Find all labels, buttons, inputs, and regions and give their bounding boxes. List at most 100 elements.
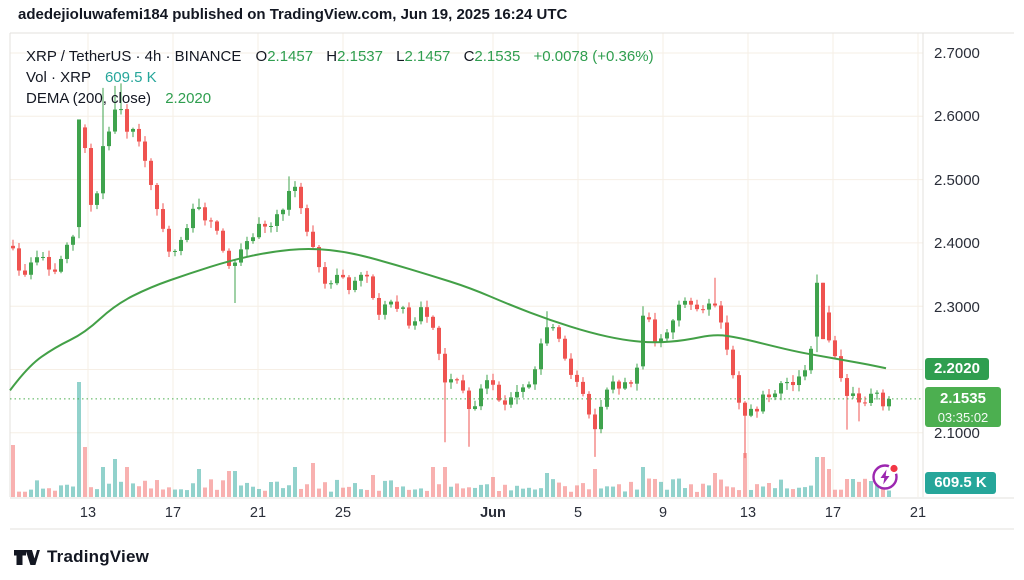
volume-bar: [197, 469, 201, 497]
volume-bar: [53, 490, 57, 497]
candle-body: [599, 406, 603, 430]
volume-bar: [269, 481, 273, 497]
volume-bar: [191, 483, 195, 497]
change-value: +0.0078 (+0.36%): [533, 48, 654, 65]
volume-bar: [101, 467, 105, 497]
volume-bar: [671, 479, 675, 497]
candle-body: [227, 250, 231, 266]
volume-bar: [545, 473, 549, 497]
volume-bar: [515, 485, 519, 497]
candle-body: [659, 338, 663, 342]
candle-body: [851, 393, 855, 396]
candle-body: [155, 184, 159, 210]
volume-bar: [257, 488, 261, 497]
volume-bar: [863, 478, 867, 497]
volume-bar: [47, 488, 51, 497]
volume-bar: [539, 488, 543, 497]
high-value: 2.1537: [337, 48, 383, 65]
volume-bar: [353, 483, 357, 497]
volume-bar: [65, 484, 69, 497]
candle-body: [329, 283, 333, 285]
volume-bar: [359, 489, 363, 497]
candle-body: [443, 353, 447, 383]
candle-body: [683, 300, 687, 305]
volume-bar: [35, 480, 39, 497]
time-axis-label: Jun: [480, 505, 506, 521]
candle-body: [437, 327, 441, 354]
volume-bar: [629, 481, 633, 497]
candle-body: [605, 389, 609, 407]
candle-body: [59, 258, 63, 272]
volume-bar: [245, 482, 249, 497]
volume-bar: [461, 488, 465, 497]
volume-bar: [623, 491, 627, 497]
candle-body: [413, 321, 417, 326]
volume-bar: [311, 463, 315, 497]
candle-body: [341, 274, 345, 278]
volume-bar: [23, 491, 27, 497]
dema-line: [9, 247, 887, 391]
candle-body: [695, 304, 699, 310]
candle-body: [485, 380, 489, 389]
tradingview-logo[interactable]: TradingView: [13, 543, 149, 571]
volume-bar: [641, 467, 645, 497]
volume-bar: [821, 457, 825, 497]
candle-body: [407, 307, 411, 326]
candle-body: [575, 374, 579, 382]
candle-body: [395, 301, 399, 309]
volume-bar: [635, 489, 639, 497]
volume-bar: [173, 489, 177, 497]
candle-body: [569, 358, 573, 375]
volume-bar: [287, 485, 291, 497]
volume-bar: [383, 480, 387, 497]
volume-bar: [161, 489, 165, 497]
candle-body: [767, 394, 771, 398]
candle-body: [869, 393, 873, 403]
volume-bar: [731, 487, 735, 497]
candle-body: [665, 332, 669, 339]
volume-bar: [557, 482, 561, 497]
candle-body: [353, 280, 357, 291]
candle-body: [71, 236, 75, 245]
price-axis-label: 2.6000: [934, 108, 980, 125]
volume-bar: [533, 489, 537, 497]
price-chart-canvas[interactable]: [0, 0, 1024, 540]
volume-bar: [17, 491, 21, 497]
lightning-icon[interactable]: [866, 458, 906, 498]
volume-bar: [449, 486, 453, 497]
candle-body: [653, 319, 657, 342]
candle-body: [239, 249, 243, 263]
candle-body: [365, 274, 369, 277]
time-axis-label: 13: [79, 505, 97, 521]
volume-bar: [791, 489, 795, 497]
candle-body: [791, 381, 795, 386]
candle-body: [233, 262, 237, 266]
candle-body: [479, 388, 483, 407]
volume-bar: [41, 488, 45, 497]
volume-bar: [437, 484, 441, 497]
volume-bar: [473, 487, 477, 497]
volume-bar: [221, 480, 225, 497]
time-axis[interactable]: 13 17 21 25 Jun 5 9 13 17 21: [10, 498, 1014, 529]
candle-body: [545, 327, 549, 344]
time-axis-label: 21: [249, 505, 267, 521]
candle-body: [209, 220, 213, 222]
volume-bar: [29, 489, 33, 497]
price-axis[interactable]: 2.7000 2.6000 2.5000 2.4000 2.3000 2.1000: [925, 33, 1024, 497]
volume-bar: [275, 481, 279, 497]
legend-symbol-row: XRP / TetherUS · 4h · BINANCE O2.1457 H2…: [26, 46, 654, 67]
volume-bar: [179, 489, 183, 497]
candle-body: [215, 221, 219, 231]
volume-bar: [11, 445, 15, 497]
volume-bar: [263, 490, 267, 497]
volume-bar: [617, 484, 621, 497]
candle-body: [179, 239, 183, 251]
volume-bar: [59, 485, 63, 497]
candle-body: [551, 327, 555, 329]
candle-body: [509, 397, 513, 405]
volume-bar: [527, 487, 531, 497]
candle-body: [635, 367, 639, 384]
volume-bar: [749, 489, 753, 497]
candle-body: [431, 316, 435, 328]
